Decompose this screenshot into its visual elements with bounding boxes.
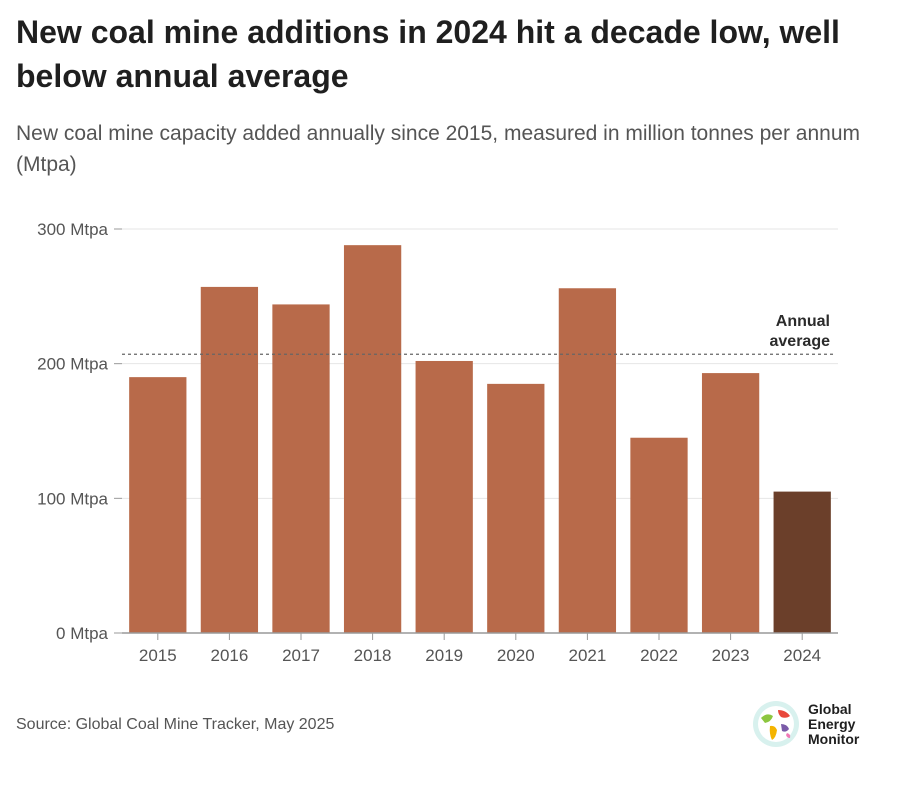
x-tick-label: 2015: [139, 646, 177, 665]
bar-2016: [200, 286, 259, 633]
bar-2022: [630, 437, 688, 633]
average-label: average: [770, 333, 831, 350]
average-label: Annual: [776, 313, 830, 330]
global-energy-monitor-logo: Global Energy Monitor: [752, 700, 882, 750]
y-tick-label: 0 Mtpa: [56, 624, 109, 643]
x-tick-label: 2022: [640, 646, 678, 665]
source-note: Source: Global Coal Mine Tracker, May 20…: [16, 716, 335, 733]
x-tick-label: 2016: [210, 646, 248, 665]
bar-2019: [415, 360, 473, 633]
bar-2021: [558, 288, 617, 633]
chart-title: New coal mine additions in 2024 hit a de…: [16, 14, 840, 94]
x-tick-label: 2018: [354, 646, 392, 665]
y-tick-label: 200 Mtpa: [37, 355, 108, 374]
x-tick-label: 2023: [712, 646, 750, 665]
bar-2015: [129, 377, 187, 633]
globe-icon: [753, 701, 799, 747]
bar-2018: [343, 245, 402, 633]
logo-line-2: Energy: [808, 716, 856, 732]
bar-2017: [272, 304, 330, 633]
bar-2023: [701, 373, 760, 633]
average-annotation: Annual average: [122, 313, 836, 355]
logo-line-1: Global: [808, 701, 852, 717]
x-tick-label: 2024: [783, 646, 821, 665]
x-tick-label: 2021: [568, 646, 606, 665]
chart-subtitle: New coal mine capacity added annually si…: [16, 122, 860, 176]
bar-2020: [487, 383, 545, 633]
logo-wordmark: Global Energy Monitor: [808, 702, 859, 747]
x-tick-label: 2017: [282, 646, 320, 665]
y-tick-label: 100 Mtpa: [37, 489, 108, 508]
axes: 0 Mtpa 100 Mtpa 200 Mtpa 300 Mtpa 2015 2016 20…: [37, 220, 838, 665]
bars: [129, 245, 831, 633]
bar-chart: Annual average 0 Mtpa 100 Mtpa 200 Mtpa 300 …: [37, 220, 838, 665]
y-tick-label: 300 Mtpa: [37, 220, 108, 239]
x-tick-label: 2020: [497, 646, 535, 665]
logo-line-3: Monitor: [808, 731, 860, 747]
x-tick-label: 2019: [425, 646, 463, 665]
bar-2024: [773, 491, 831, 633]
